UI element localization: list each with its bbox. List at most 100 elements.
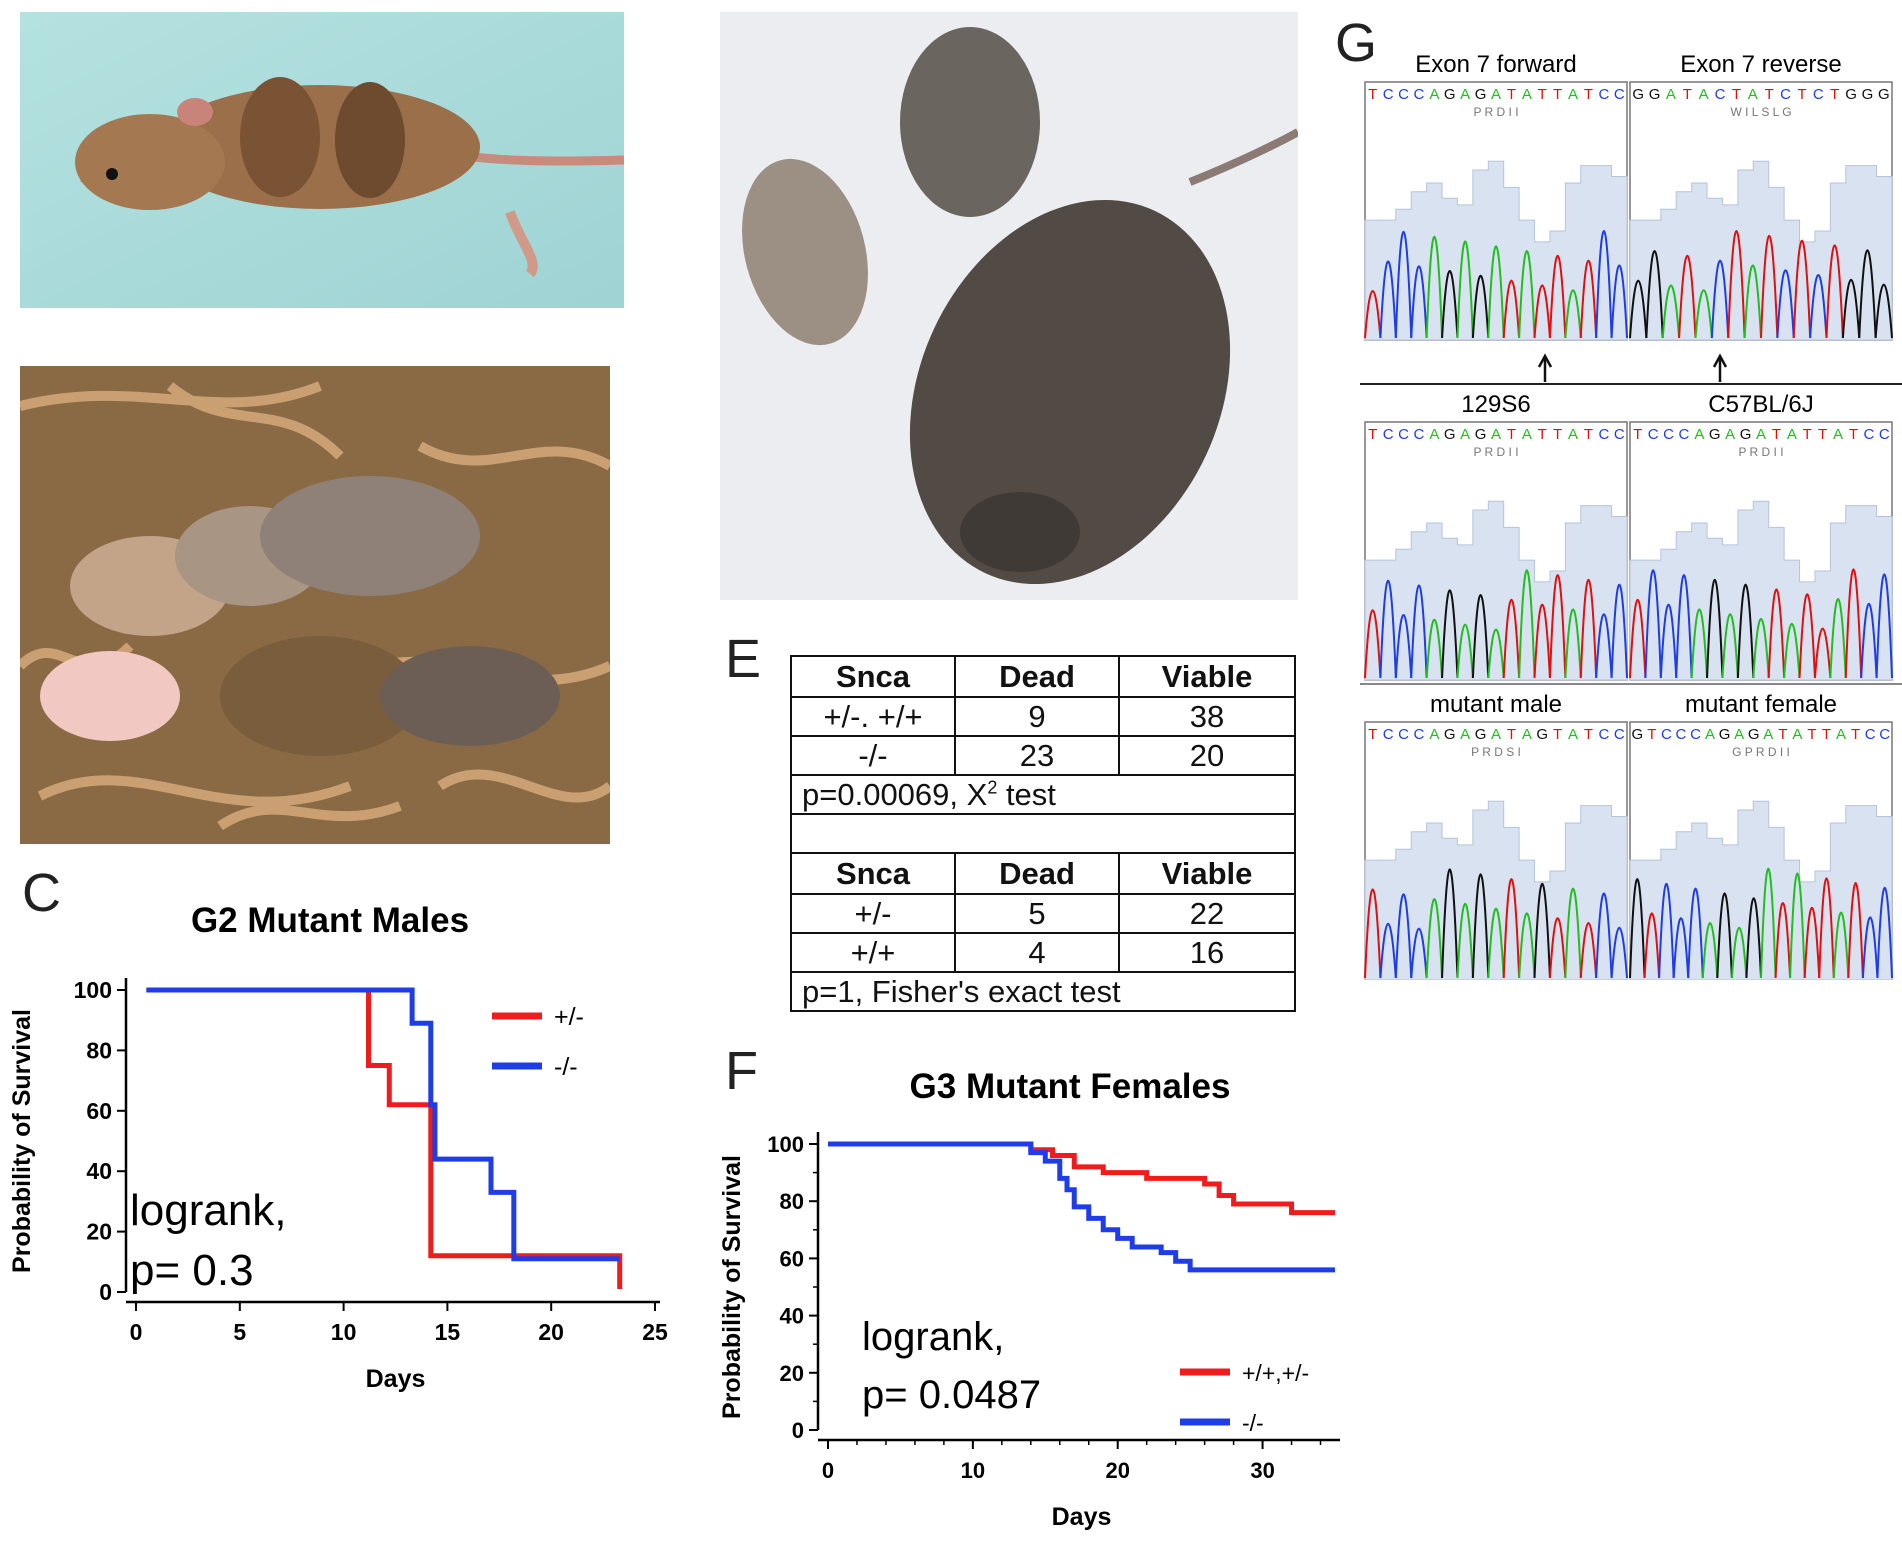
amino-acid-track: P R D I I: [1473, 105, 1518, 119]
trace-peak: [1487, 245, 1505, 339]
trace-peak: [1364, 888, 1382, 979]
table-row: +/+ 4 16: [790, 932, 1296, 973]
base-call: A: [1429, 726, 1439, 743]
table-cell: -/-: [790, 735, 956, 776]
trace-peak: [1687, 887, 1704, 979]
base-call: C: [1865, 726, 1876, 743]
trace-peak: [1829, 598, 1847, 679]
trace-peak: [1502, 279, 1521, 339]
base-call: C: [1863, 426, 1874, 443]
base-call: T: [1507, 426, 1516, 443]
trace-peak: [1789, 872, 1806, 979]
base-call: T: [1803, 426, 1812, 443]
base-call: A: [1763, 726, 1773, 743]
base-call: T: [1818, 426, 1827, 443]
table-cell: 22: [1118, 893, 1296, 934]
trace-peak: [1659, 603, 1678, 679]
y-tick-label: 0: [792, 1418, 804, 1443]
base-call: T: [1849, 426, 1858, 443]
survival-line-other: [146, 987, 623, 1289]
table-header: Viable: [1118, 852, 1296, 895]
y-tick-label: 80: [780, 1189, 804, 1214]
base-call: T: [1765, 86, 1774, 103]
trace-peak: [1394, 893, 1413, 979]
chromatogram-label: C57BL/6J: [1708, 391, 1813, 418]
trace-peak: [1410, 584, 1428, 679]
base-call: C: [1398, 426, 1409, 443]
base-call: G: [1878, 86, 1890, 103]
base-call: C: [1676, 726, 1687, 743]
mutation-arrow-head: [1537, 353, 1553, 368]
trace-peak: [1410, 265, 1428, 339]
trace-peak: [1533, 603, 1551, 679]
base-call: C: [1598, 86, 1609, 103]
trace-peak: [1595, 613, 1613, 679]
trace-peak: [1783, 623, 1801, 679]
panel-label-f: F: [725, 1041, 758, 1101]
trace-peak: [1410, 927, 1428, 979]
photo-d-mice: [720, 12, 1298, 600]
x-tick-label: 0: [822, 1458, 834, 1483]
base-call: T: [1772, 426, 1781, 443]
trace-peak: [1425, 619, 1444, 679]
x-tick-label: 20: [538, 1319, 564, 1345]
base-call: C: [1690, 726, 1701, 743]
base-call: A: [1734, 726, 1744, 743]
base-call: C: [1614, 426, 1625, 443]
table-cell: 16: [1118, 932, 1296, 973]
trace-peak: [1518, 250, 1536, 339]
trace-peak: [1471, 873, 1490, 979]
trace-peak: [1487, 628, 1505, 679]
y-tick-label: 80: [86, 1037, 112, 1063]
base-call: T: [1538, 426, 1547, 443]
trace-peak: [1610, 264, 1628, 339]
table-cell: +/+: [790, 932, 956, 973]
base-call: G: [1709, 426, 1721, 443]
base-call: T: [1822, 726, 1831, 743]
chromatogram-label: mutant male: [1430, 691, 1562, 718]
base-call: G: [1444, 426, 1456, 443]
base-call: G: [1475, 86, 1487, 103]
amino-acid-track: P R D S I: [1471, 745, 1521, 759]
survival-chart-g3-females: G3 Mutant Females 0 20 40 60 80 100 0 10 20 30 Days…: [718, 1067, 1340, 1531]
base-call: T: [1807, 726, 1816, 743]
trace-peak: [1730, 926, 1748, 979]
x-tick-label: 0: [130, 1319, 143, 1345]
trace-peak: [1379, 579, 1397, 679]
trace-peak: [1564, 887, 1582, 979]
trace-peak: [1456, 240, 1474, 339]
base-call: C: [1813, 86, 1824, 103]
trace-peak: [1502, 878, 1521, 979]
trace-peak: [1875, 573, 1893, 679]
table-cell: 9: [954, 696, 1120, 737]
trace-peak: [1379, 923, 1397, 979]
trace-peak: [1579, 922, 1598, 979]
base-call: A: [1522, 86, 1532, 103]
trace-peak: [1803, 906, 1821, 979]
base-call: T: [1851, 726, 1860, 743]
panel-label-e: E: [725, 629, 762, 689]
survival-line-knockout: [828, 1141, 1335, 1273]
base-call: C: [1614, 86, 1625, 103]
base-call: A: [1429, 86, 1439, 103]
amino-acid-track: G P R D I I: [1732, 745, 1790, 759]
table-cell: 38: [1118, 696, 1296, 737]
base-call: G: [1444, 726, 1456, 743]
base-call: G: [1862, 86, 1874, 103]
quality-bars: [1364, 160, 1628, 341]
trace-peak: [1379, 260, 1397, 339]
trace-peak: [1564, 608, 1582, 679]
panel-label-g: G: [1335, 13, 1378, 73]
legend-label: +/-: [554, 1003, 584, 1031]
trace-peak: [1533, 284, 1551, 339]
base-call: C: [1715, 86, 1726, 103]
logrank-annotation: logrank,: [130, 1186, 287, 1235]
base-call: A: [1568, 86, 1578, 103]
chart-title: G2 Mutant Males: [191, 901, 469, 940]
table-header: Snca: [790, 655, 956, 698]
chromatogram-label: 129S6: [1461, 391, 1530, 418]
trace-peak: [1456, 903, 1474, 979]
trace-peak: [1661, 284, 1681, 339]
trace-peak: [1643, 912, 1661, 979]
trace-peak: [1844, 568, 1863, 679]
